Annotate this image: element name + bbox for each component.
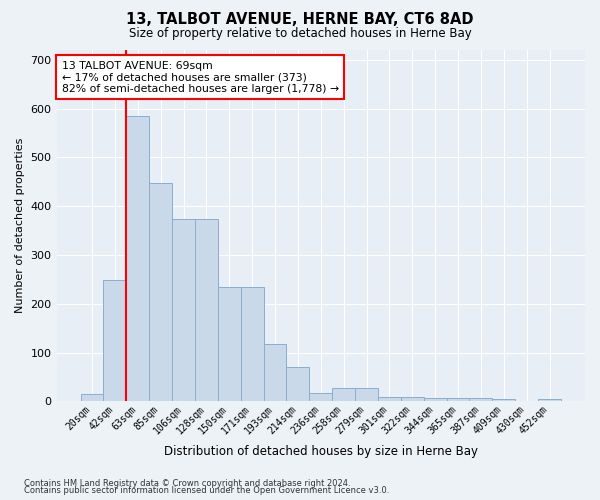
Bar xyxy=(241,286,263,402)
Bar xyxy=(378,396,401,402)
Bar xyxy=(355,388,378,402)
Bar xyxy=(538,399,561,402)
Bar xyxy=(469,398,493,402)
Bar xyxy=(446,398,469,402)
Bar xyxy=(493,399,515,402)
X-axis label: Distribution of detached houses by size in Herne Bay: Distribution of detached houses by size … xyxy=(164,444,478,458)
Bar xyxy=(80,394,103,402)
Text: 13, TALBOT AVENUE, HERNE BAY, CT6 8AD: 13, TALBOT AVENUE, HERNE BAY, CT6 8AD xyxy=(126,12,474,28)
Y-axis label: Number of detached properties: Number of detached properties xyxy=(15,138,25,314)
Bar xyxy=(424,398,446,402)
Bar xyxy=(286,367,310,402)
Bar xyxy=(218,286,241,402)
Text: Size of property relative to detached houses in Herne Bay: Size of property relative to detached ho… xyxy=(128,28,472,40)
Bar xyxy=(310,392,332,402)
Bar xyxy=(195,220,218,402)
Text: Contains public sector information licensed under the Open Government Licence v3: Contains public sector information licen… xyxy=(24,486,389,495)
Bar xyxy=(149,182,172,402)
Bar xyxy=(127,116,149,402)
Text: 13 TALBOT AVENUE: 69sqm
← 17% of detached houses are smaller (373)
82% of semi-d: 13 TALBOT AVENUE: 69sqm ← 17% of detache… xyxy=(62,60,339,94)
Bar xyxy=(401,396,424,402)
Bar xyxy=(103,280,127,402)
Bar xyxy=(263,344,286,402)
Bar xyxy=(332,388,355,402)
Bar xyxy=(172,220,195,402)
Text: Contains HM Land Registry data © Crown copyright and database right 2024.: Contains HM Land Registry data © Crown c… xyxy=(24,478,350,488)
